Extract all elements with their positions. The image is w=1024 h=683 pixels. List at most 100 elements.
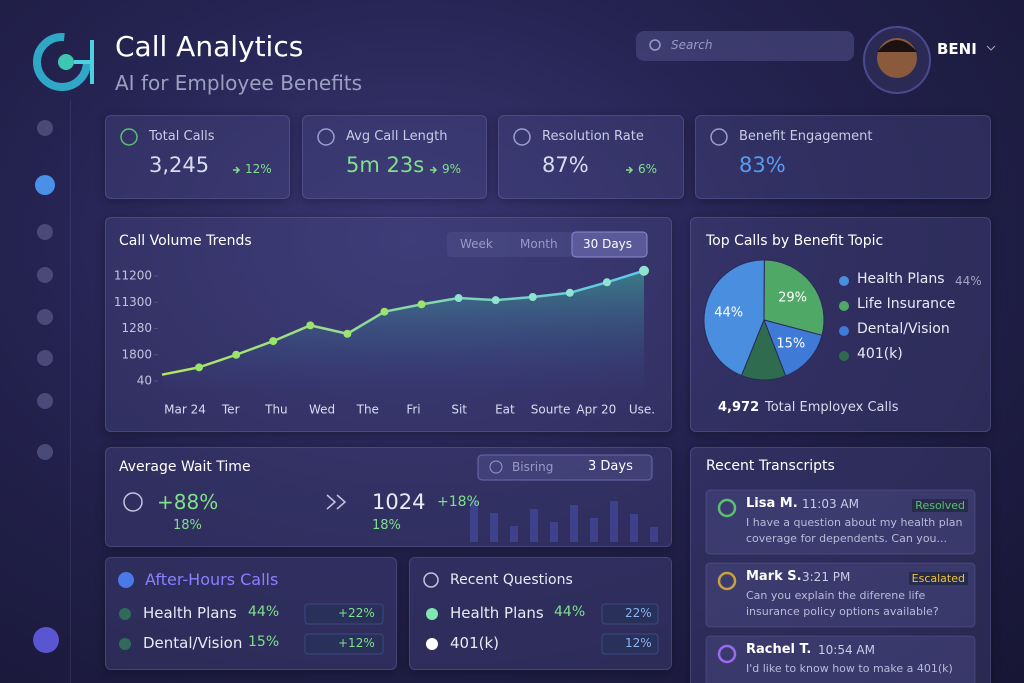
point	[195, 363, 204, 372]
legend-label: Health Plans	[857, 271, 945, 287]
total-label: Total Employex Calls	[765, 400, 899, 415]
avatar-hair	[877, 40, 917, 52]
sidebar-icon	[37, 120, 53, 136]
sidebar-icon	[35, 175, 55, 195]
point	[565, 288, 574, 297]
kpi-change: 9%	[442, 162, 462, 176]
panel-title: Call Volume Trends	[119, 233, 252, 249]
panel-title: Recent Questions	[450, 572, 573, 588]
area	[162, 270, 644, 389]
row-share: 15%	[248, 634, 280, 650]
metric-value: 1024	[372, 490, 426, 514]
panel	[302, 115, 487, 199]
kpi-icon	[710, 128, 728, 146]
pie-slice	[763, 259, 825, 336]
kpi-arrow	[430, 166, 438, 174]
clock-icon	[123, 492, 143, 512]
tab[interactable]: 30 Days	[583, 237, 633, 251]
pie-label: 15%	[776, 336, 805, 351]
y-tick-label: 11300	[114, 295, 152, 309]
swap-icon	[326, 494, 347, 510]
status-badge: Resolved	[912, 499, 968, 512]
point	[232, 350, 241, 359]
transcript-text: I'd like to know how to make a 401(k)	[746, 662, 953, 675]
panel	[690, 447, 991, 683]
transcript-text: I have a question about my health plan c…	[746, 516, 963, 545]
legend-label: Dental/Vision	[857, 321, 950, 337]
transcript-name[interactable]: Mark S.	[746, 569, 802, 584]
tab-group	[477, 454, 653, 481]
point	[380, 307, 389, 316]
tab[interactable]: Bisring	[512, 460, 554, 474]
row-dot	[119, 638, 131, 650]
kpi-label: Total Calls	[149, 129, 215, 144]
transcript-icon	[717, 644, 737, 664]
x-tick-label: The	[356, 403, 379, 417]
row-dot	[119, 608, 131, 620]
kpi-change: 6%	[638, 162, 658, 176]
legend-dot	[839, 301, 849, 311]
transcript-name[interactable]: Lisa M.	[746, 496, 798, 511]
x-tick-label: Ter	[221, 403, 240, 417]
tab[interactable]: Week	[460, 237, 493, 251]
sidebar-icon	[37, 444, 53, 460]
row-dot	[426, 608, 438, 620]
search-input[interactable]: Search	[671, 38, 713, 52]
legend-dot	[839, 351, 849, 361]
kpi-arrow	[626, 166, 634, 174]
panel	[105, 115, 290, 199]
decor-bar	[550, 522, 558, 542]
decor-bar	[470, 500, 478, 542]
logo-dot	[58, 54, 74, 70]
kpi-icon	[513, 128, 531, 146]
point	[343, 329, 352, 338]
sidebar-icon	[37, 267, 53, 283]
section-icon	[118, 572, 134, 588]
decor-bar	[530, 509, 538, 542]
metric-change: 18%	[372, 518, 401, 533]
sidebar-icon	[37, 224, 53, 240]
row-share: 44%	[554, 604, 586, 620]
row-change: 22%	[625, 606, 652, 620]
x-tick-label: Eat	[495, 403, 515, 417]
status-badge: Escalated	[908, 572, 968, 585]
panel-title: Recent Transcripts	[706, 458, 835, 474]
legend-dot	[839, 326, 849, 336]
kpi-change: 12%	[245, 162, 272, 176]
x-tick-label: Use.	[629, 403, 655, 417]
pie-slice	[763, 319, 823, 377]
kpi-value: 3,245	[149, 153, 210, 177]
transcript-time: 3:21 PM	[802, 570, 851, 584]
point	[639, 265, 649, 276]
sidebar	[20, 100, 71, 683]
point	[602, 278, 611, 287]
user-name[interactable]: BENI	[937, 40, 977, 58]
y-tick-label: 1280	[121, 321, 152, 335]
x-tick-label: Fri	[406, 403, 420, 417]
change-pill	[601, 633, 659, 655]
transcript-card	[705, 489, 976, 555]
x-tick-label: Apr 20	[576, 403, 616, 417]
y-tick-label: 40	[137, 374, 152, 388]
panel	[695, 115, 991, 199]
transcript-time: 10:54 AM	[818, 643, 875, 657]
total-value: 4,972	[718, 400, 760, 415]
decor-bar	[630, 514, 638, 542]
kpi-label: Benefit Engagement	[739, 129, 873, 144]
change-pill	[304, 603, 384, 625]
row-change: 12%	[625, 636, 652, 650]
kpi-label: Resolution Rate	[542, 129, 644, 144]
x-tick-label: Sourte	[531, 403, 571, 417]
row-change: +12%	[338, 636, 375, 650]
tab[interactable]: 3 Days	[588, 459, 633, 474]
decor-bar	[590, 518, 598, 542]
metric-change: 18%	[173, 518, 202, 533]
legend-label: 401(k)	[857, 346, 903, 362]
tab[interactable]: Month	[520, 237, 558, 251]
pie-slice	[740, 318, 787, 381]
kpi-value: 83%	[739, 153, 786, 177]
row-share: 44%	[248, 604, 280, 620]
transcript-card	[705, 562, 976, 628]
y-tick-label: 1800	[121, 347, 152, 361]
transcript-name[interactable]: Rachel T.	[746, 642, 812, 657]
